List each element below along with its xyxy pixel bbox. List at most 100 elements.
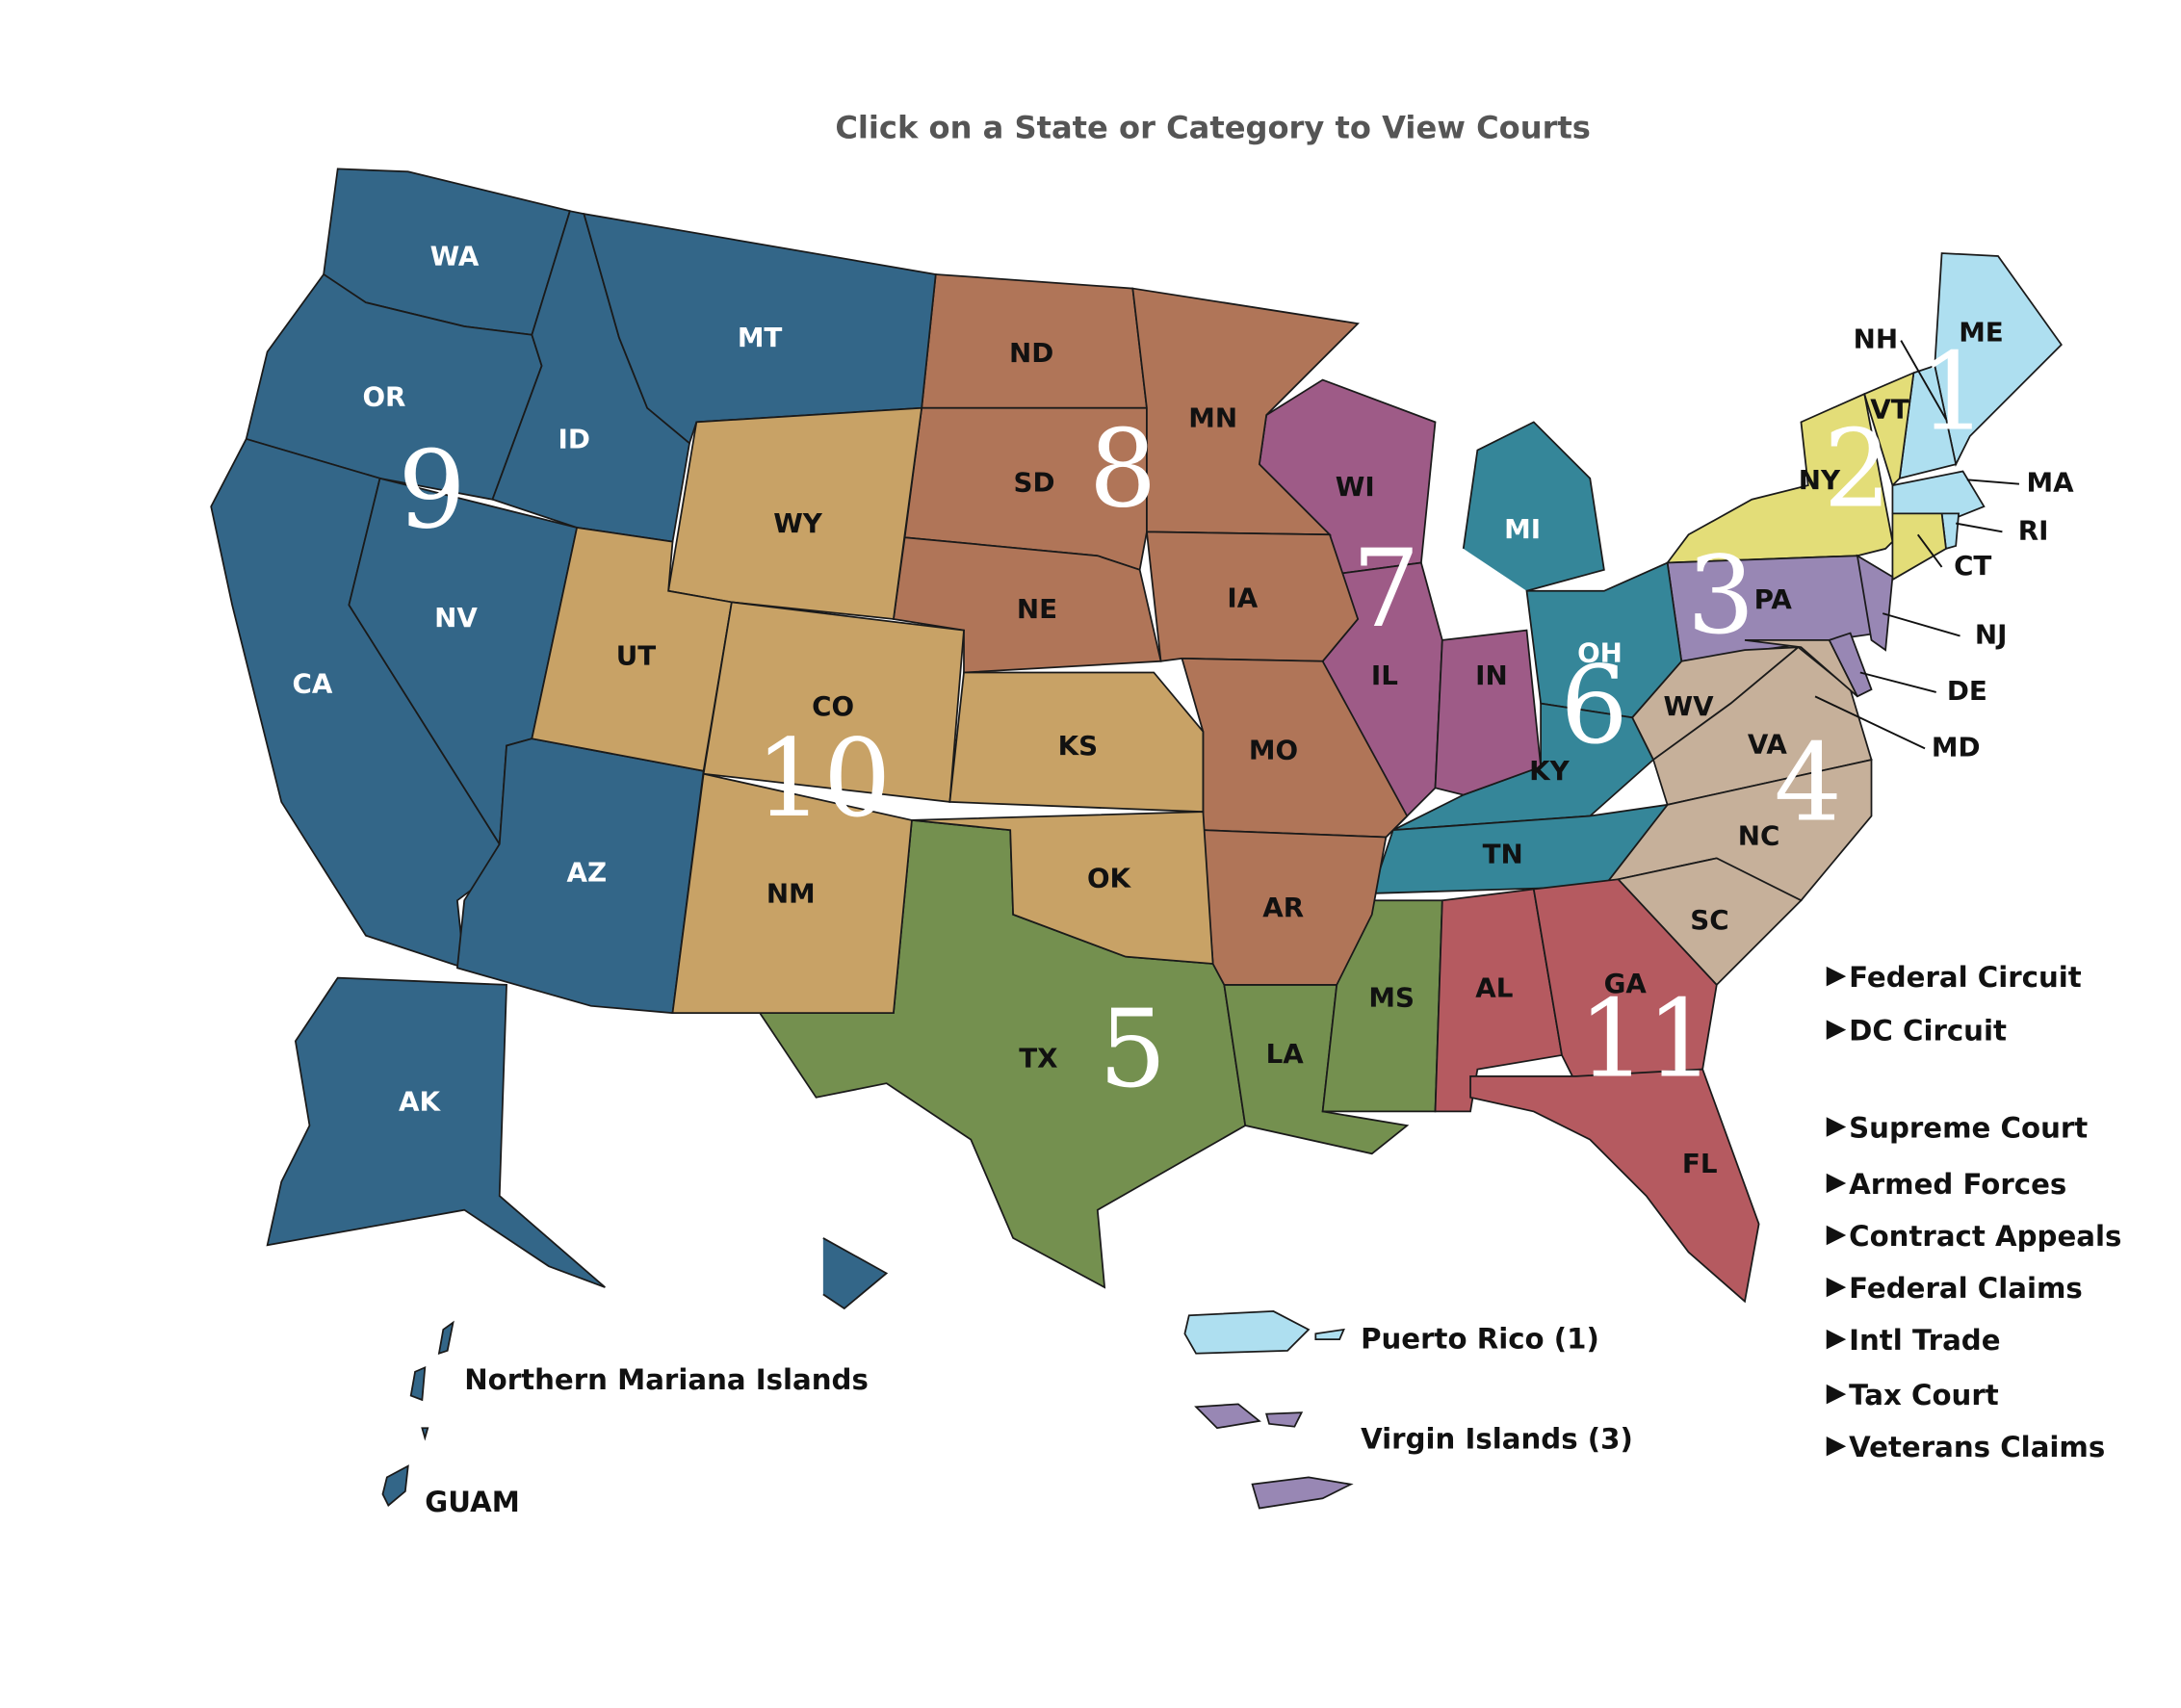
state-shape[interactable] [948,671,1205,814]
category-link[interactable]: DC Circuit [1849,1015,2007,1048]
state-label[interactable]: SD [1014,467,1055,499]
state-label[interactable]: MT [738,322,783,353]
state-label[interactable]: CA [292,668,332,700]
state-label[interactable]: UT [616,639,657,671]
category-link[interactable]: Tax Court [1849,1379,1999,1411]
state-label[interactable]: CO [812,690,854,722]
territory-label[interactable]: GUAM [425,1486,520,1518]
state-label[interactable]: TX [1019,1042,1057,1074]
state-shape[interactable] [266,976,606,1288]
category-link[interactable]: Federal Circuit [1849,961,2082,994]
state-label[interactable]: HI [721,1229,754,1261]
state-label[interactable]: DE [1947,675,1987,707]
state-label[interactable]: MI [1504,513,1541,545]
category-link[interactable]: Armed Forces [1849,1168,2066,1201]
territory-shape[interactable] [1194,1403,1354,1510]
leader-line [1882,612,1960,637]
state-shape[interactable] [667,406,923,620]
state-label[interactable]: TN [1483,838,1523,869]
category-arrow[interactable] [1826,1384,1847,1405]
state-label[interactable]: MS [1368,982,1415,1014]
leader-line [1956,522,2003,533]
territory-label[interactable]: Virgin Islands (3) [1361,1422,1633,1455]
state-label[interactable]: MO [1249,734,1298,765]
state-shape[interactable] [911,811,1214,965]
state-shape[interactable] [892,536,1162,674]
category-arrow[interactable] [1826,966,1847,987]
category-link[interactable]: Supreme Court [1849,1111,2088,1144]
category-link[interactable]: Intl Trade [1849,1324,2000,1357]
state-label[interactable]: ID [558,423,590,454]
state-label[interactable]: FL [1682,1148,1718,1179]
state-label[interactable]: AZ [567,856,608,888]
state-label[interactable]: VT [1870,394,1908,426]
state-shape[interactable] [1434,629,1543,796]
state-shape[interactable] [822,1237,889,1310]
category-arrow[interactable] [1826,1117,1847,1137]
state-shape[interactable] [1744,639,1858,697]
state-shape[interactable] [583,213,937,445]
state-shape[interactable] [1856,554,1894,652]
state-label[interactable]: NE [1017,593,1057,625]
state-label[interactable]: IA [1227,582,1258,614]
state-label[interactable]: OK [1087,862,1132,893]
territory-shape[interactable] [1183,1310,1345,1355]
state-label[interactable]: WA [430,240,480,272]
state-label[interactable]: PA [1754,583,1793,615]
territory-shape[interactable] [381,1464,409,1507]
category-arrow[interactable] [1826,1436,1847,1457]
state-label[interactable]: IN [1475,660,1508,691]
state-label[interactable]: SC [1690,904,1728,936]
state-label[interactable]: GA [1604,968,1648,999]
state-label[interactable]: NY [1799,464,1841,496]
state-label[interactable]: RI [2018,514,2049,546]
territory-shape[interactable] [409,1320,454,1441]
state-label[interactable]: KS [1058,730,1099,762]
state-label[interactable]: OH [1577,636,1623,668]
state-label[interactable]: AL [1475,971,1513,1003]
state-label[interactable]: WY [773,507,823,539]
state-label[interactable]: MD [1932,731,1981,763]
state-label[interactable]: KY [1529,755,1571,787]
category-arrow[interactable] [1826,1173,1847,1194]
leader-line [1900,340,1947,420]
state-label[interactable]: CT [1954,550,1991,582]
state-label[interactable]: NC [1738,819,1780,851]
state-label[interactable]: WV [1663,690,1714,722]
state-shape[interactable] [1462,421,1605,592]
category-link[interactable]: Contract Appeals [1849,1220,2121,1253]
state-shape[interactable] [1891,470,1986,519]
category-link[interactable]: Veterans Claims [1849,1431,2105,1463]
states-layer [210,168,2063,1510]
state-label[interactable]: LA [1266,1038,1305,1070]
circuit-number: 11 [1578,978,1714,1102]
state-label[interactable]: MN [1188,401,1237,433]
state-label[interactable]: ME [1959,316,2004,348]
state-label[interactable]: NV [434,602,478,634]
category-arrow[interactable] [1826,1020,1847,1040]
territory-label[interactable]: Puerto Rico (1) [1361,1323,1599,1356]
state-label[interactable]: IL [1371,660,1398,691]
category-arrow[interactable] [1826,1225,1847,1246]
state-shape[interactable] [1469,1068,1760,1304]
state-label[interactable]: ND [1009,337,1053,369]
state-label[interactable]: NJ [1975,619,2008,651]
state-shape[interactable] [671,772,913,1015]
state-shape[interactable] [1891,512,1947,582]
state-label[interactable]: AR [1262,892,1304,923]
category-arrow[interactable] [1826,1277,1847,1298]
state-label[interactable]: MA [2027,467,2075,499]
category-arrow[interactable] [1826,1329,1847,1350]
territory-label[interactable]: Northern Mariana Islands [464,1363,869,1396]
state-label[interactable]: VA [1748,728,1788,760]
state-shape[interactable] [1863,371,1915,487]
state-label[interactable]: NM [766,877,816,909]
state-shape[interactable] [1131,287,1360,536]
state-label[interactable]: NH [1854,323,1898,355]
state-label[interactable]: AK [399,1086,441,1118]
state-label[interactable]: WI [1336,471,1375,503]
state-label[interactable]: OR [362,381,405,413]
category-link[interactable]: Federal Claims [1849,1272,2083,1305]
circuit-number: 9 [398,429,466,554]
